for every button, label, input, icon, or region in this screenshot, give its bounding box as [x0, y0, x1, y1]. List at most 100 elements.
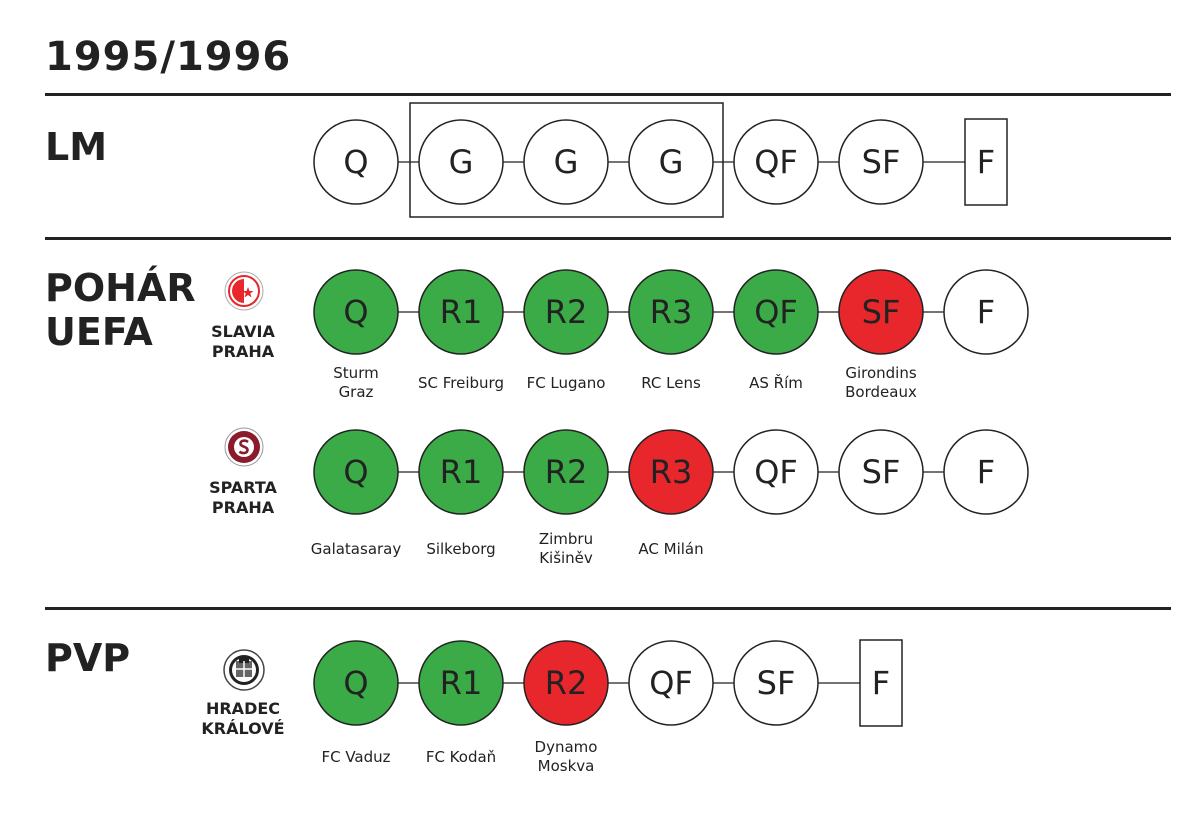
- opponent-name-line: Zimbru: [538, 530, 594, 548]
- stage-label: QF: [754, 453, 798, 491]
- stage-node-qf: QF: [733, 119, 819, 205]
- team-name-line: PRAHA: [211, 342, 275, 361]
- opponent-name-line: Girondins: [845, 364, 917, 382]
- stage-circle: [628, 640, 714, 726]
- stage-node-g: G: [628, 119, 714, 205]
- stage-node-sf: SF: [733, 640, 819, 726]
- stage-circle: [838, 269, 924, 355]
- stage-label: F: [977, 143, 995, 181]
- stage-node-qf: QF: [628, 640, 714, 726]
- stage-node-r1: R1: [418, 429, 504, 515]
- stage-circle: [943, 429, 1029, 515]
- opponent-name: FC Kodaň: [401, 748, 521, 767]
- stage-node-q: Q: [313, 429, 399, 515]
- opponent-name-line: SC Freiburg: [418, 374, 504, 392]
- stage-label: R3: [650, 293, 693, 331]
- stage-node-g: G: [523, 119, 609, 205]
- stage-node-f: F: [964, 118, 1008, 206]
- stage-node-sf: SF: [838, 269, 924, 355]
- team-name-line: KRÁLOVÉ: [201, 719, 285, 738]
- stage-label: QF: [754, 293, 798, 331]
- opponent-name-line: Galatasaray: [310, 540, 402, 558]
- stage-circle: [313, 119, 399, 205]
- opponent-name: AC Milán: [611, 540, 731, 559]
- stage-node-r1: R1: [418, 640, 504, 726]
- opponent-name-line: FC Lugano: [526, 374, 606, 392]
- stage-label: R2: [545, 664, 588, 702]
- stage-box: [964, 118, 1008, 206]
- stage-node-r3: R3: [628, 429, 714, 515]
- opponent-name-line: Sturm: [333, 364, 379, 382]
- opponent-name-line: FC Vaduz: [321, 748, 391, 766]
- stage-node-q: Q: [313, 119, 399, 205]
- stage-circle: [838, 429, 924, 515]
- stage-node-g: G: [418, 119, 504, 205]
- opponent-name-line: Dynamo: [534, 738, 598, 756]
- opponent-name: RC Lens: [611, 374, 731, 393]
- stage-circle: [523, 640, 609, 726]
- stage-label: G: [449, 143, 474, 181]
- stage-node-q: Q: [313, 640, 399, 726]
- stage-circle: [418, 119, 504, 205]
- stage-circle: [733, 640, 819, 726]
- stage-node-f: F: [859, 639, 903, 727]
- stage-label: F: [977, 293, 995, 331]
- opponent-name-line: Silkeborg: [426, 540, 496, 558]
- stage-node-r2: R2: [523, 429, 609, 515]
- group-stage-box: [409, 102, 724, 218]
- team-name-hradec: HRADEC KRÁLOVÉ: [183, 699, 303, 739]
- sparta-praha-logo: [224, 427, 264, 467]
- opponent-name: Girondins Bordeaux: [821, 364, 941, 402]
- stage-node-f: F: [943, 429, 1029, 515]
- stage-label: Q: [343, 143, 368, 181]
- section-label-uefa-line1: POHÁR: [45, 266, 196, 310]
- stage-circle: [523, 119, 609, 205]
- team-name-slavia: SLAVIA PRAHA: [183, 322, 303, 362]
- stage-circle: [628, 429, 714, 515]
- opponent-name: Dynamo Moskva: [506, 738, 626, 776]
- team-name-line: HRADEC: [205, 699, 281, 718]
- stage-node-q: Q: [313, 269, 399, 355]
- stage-circle: [733, 119, 819, 205]
- team-name-line: PRAHA: [211, 498, 275, 517]
- divider: [45, 607, 1171, 610]
- stage-label: Q: [343, 453, 368, 491]
- stage-node-qf: QF: [733, 429, 819, 515]
- opponent-name: Sturm Graz: [296, 364, 416, 402]
- opponent-name: AS Řím: [716, 374, 836, 393]
- opponent-name-line: AC Milán: [638, 540, 704, 558]
- opponent-name-line: AS Řím: [749, 374, 803, 392]
- stage-node-qf: QF: [733, 269, 819, 355]
- stage-circle: [313, 269, 399, 355]
- stage-circle: [313, 429, 399, 515]
- stage-node-r2: R2: [523, 269, 609, 355]
- stage-label: R3: [650, 453, 693, 491]
- opponent-name-line: Bordeaux: [845, 383, 917, 401]
- season-title: 1995/1996: [45, 34, 292, 80]
- stage-label: SF: [862, 453, 901, 491]
- opponent-name-line: Kišiněv: [539, 549, 593, 567]
- stage-label: QF: [649, 664, 693, 702]
- divider: [45, 93, 1171, 96]
- slavia-praha-logo: [224, 271, 264, 311]
- stage-label: R1: [440, 453, 483, 491]
- stage-node-f: F: [943, 269, 1029, 355]
- opponent-name: FC Lugano: [506, 374, 626, 393]
- stage-circle: [418, 429, 504, 515]
- opponent-name-line: FC Kodaň: [425, 748, 497, 766]
- stage-label: R2: [545, 293, 588, 331]
- stage-label: F: [872, 664, 890, 702]
- stage-node-r3: R3: [628, 269, 714, 355]
- stage-label: Q: [343, 664, 368, 702]
- stage-node-r2: R2: [523, 640, 609, 726]
- stage-circle: [628, 269, 714, 355]
- stage-label: Q: [343, 293, 368, 331]
- opponent-name-line: Graz: [338, 383, 374, 401]
- stage-node-sf: SF: [838, 119, 924, 205]
- stage-node-sf: SF: [838, 429, 924, 515]
- section-label-pvp: PVP: [45, 636, 131, 680]
- opponent-name: Galatasaray: [296, 540, 416, 559]
- section-label-uefa-line2: UEFA: [45, 310, 153, 354]
